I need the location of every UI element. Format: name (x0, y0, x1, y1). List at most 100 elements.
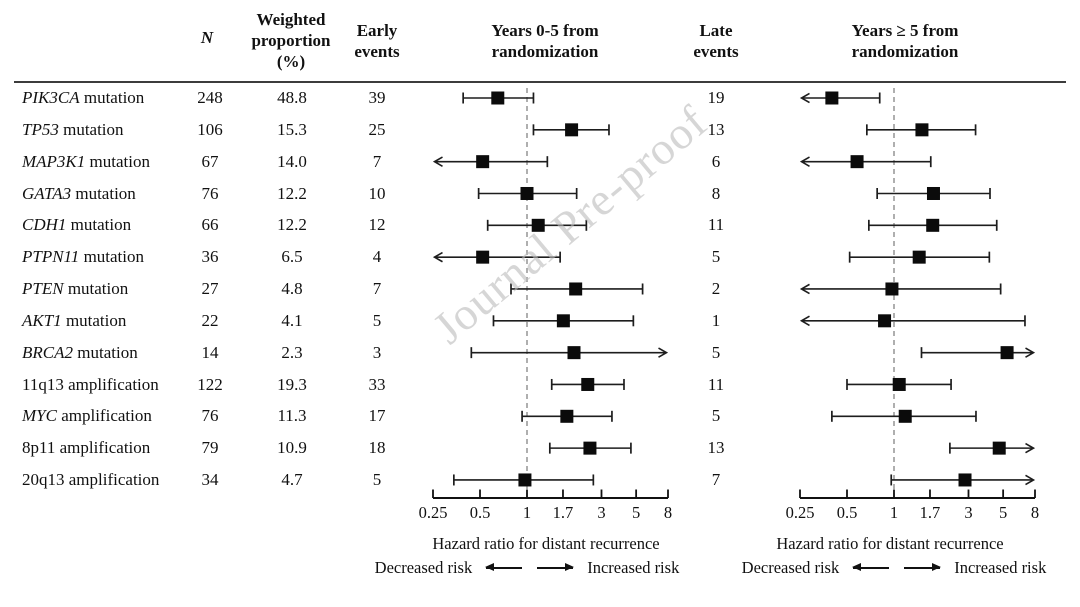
hr-point (518, 473, 532, 487)
row-label: 8p11 amplification (22, 438, 150, 458)
gene-name: GATA3 (22, 183, 72, 203)
early-events-value: 7 (372, 151, 382, 171)
early-events-value: 4 (372, 247, 382, 267)
alteration-type: mutation (79, 247, 145, 267)
alteration-type: mutation (85, 151, 150, 171)
row-label: 20q13 amplification (22, 470, 159, 490)
row-label: TP53 mutation (22, 120, 124, 140)
late-events-value: 7 (711, 470, 721, 489)
ci-arrowhead-left-icon (799, 283, 810, 295)
weighted-proportion-value: 2.3 (281, 342, 303, 362)
increased-risk-arrow-icon (903, 562, 942, 574)
weighted-proportion-value: 12.2 (277, 215, 307, 235)
n-value: 14 (201, 342, 219, 362)
forest-plot-late: 0.25 0.5 1 1.7 3 5 8 (786, 88, 1039, 522)
row-label: CDH1 mutation (22, 215, 131, 235)
ci-arrowhead-left-icon (432, 156, 443, 167)
early-events-value: 12 (368, 215, 386, 235)
late-events-value: 5 (711, 406, 721, 426)
row-label: MYC amplification (22, 406, 152, 426)
alteration-type: mutation (58, 119, 124, 139)
axis-tick-label: 3 (597, 503, 605, 522)
gene-name: 20q13 (22, 470, 65, 489)
axis-tick-label: 3 (964, 503, 972, 522)
axis-tick-label: 0.25 (419, 503, 448, 522)
early-events-value: 17 (368, 406, 386, 426)
weighted-proportion-value: 4.8 (281, 279, 303, 298)
axis-tick-label: 0.5 (837, 503, 858, 522)
late-events-value: 13 (707, 119, 725, 139)
late-events-value: 2 (711, 279, 721, 298)
weighted-proportion-value: 12.2 (277, 183, 307, 203)
late-events-value: 6 (711, 151, 721, 171)
alteration-type: amplification (56, 406, 152, 426)
axis-tick-label: 0.5 (470, 503, 491, 522)
decreased-risk-label: Decreased risk (374, 558, 473, 577)
hr-point (915, 123, 929, 137)
plot-title-late: Years ≥ 5 from randomization (851, 21, 959, 61)
hr-point (885, 282, 899, 296)
hr-point (926, 186, 940, 200)
early-events-value: 39 (368, 88, 386, 107)
alteration-type: mutation (73, 342, 138, 362)
n-value: 79 (201, 438, 219, 458)
weighted-proportion-value: 48.8 (277, 88, 307, 107)
n-value: 67 (201, 151, 219, 171)
alteration-type: mutation (66, 215, 132, 235)
hr-point (581, 377, 595, 391)
hr-point (912, 250, 926, 264)
early-events-value: 10 (368, 183, 386, 203)
late-events-value: 11 (707, 215, 725, 235)
late-events-value: 11 (707, 374, 725, 394)
ci-arrowhead-right-icon (1025, 442, 1036, 454)
alteration-type: mutation (61, 310, 127, 330)
gene-name: PIK3CA (22, 88, 80, 107)
hr-point (531, 218, 545, 232)
weighted-proportion-value: 11.3 (277, 406, 307, 426)
increased-risk-arrow-icon (536, 562, 575, 574)
late-events-value: 13 (707, 438, 725, 458)
weighted-proportion-value: 10.9 (277, 438, 307, 458)
ci-arrowhead-left-icon (799, 156, 810, 167)
alteration-type: mutation (79, 88, 145, 107)
decreased-risk-arrow-icon (852, 562, 890, 574)
alteration-type: amplification (63, 374, 159, 394)
n-value: 248 (197, 88, 223, 107)
hr-point (958, 473, 972, 487)
weighted-proportion-value: 19.3 (277, 374, 307, 394)
gene-name: PTEN (22, 279, 64, 298)
axis-tick-label: 1 (523, 503, 531, 522)
axis-tick-label: 1.7 (920, 503, 941, 522)
hr-point (560, 409, 574, 423)
row-label: PIK3CA mutation (22, 88, 144, 108)
early-events-value: 7 (372, 279, 382, 298)
gene-name: TP53 (22, 119, 59, 139)
axis-tick-label: 1 (890, 503, 898, 522)
alteration-type: amplification (64, 470, 160, 489)
axis-tick-label: 5 (632, 503, 640, 522)
row-label: BRCA2 mutation (22, 343, 138, 363)
hr-point (556, 314, 570, 328)
weighted-proportion-value: 15.3 (277, 119, 307, 139)
column-header-n: N (200, 28, 214, 47)
hr-point (878, 314, 892, 328)
early-events-value: 25 (368, 119, 386, 139)
early-events-value: 18 (368, 438, 386, 458)
ci-arrowhead-right-icon (1025, 474, 1036, 486)
gene-name: 8p11 (22, 438, 56, 458)
hr-point (476, 250, 490, 264)
ci-arrowhead-left-icon (799, 315, 810, 327)
x-axis-label-late: Hazard ratio for distant recurrence (776, 534, 1004, 553)
hr-point (926, 218, 940, 232)
n-value: 122 (197, 374, 223, 394)
late-events-value: 19 (707, 88, 725, 107)
n-value: 76 (201, 406, 219, 426)
hr-point (520, 186, 534, 200)
row-label: GATA3 mutation (22, 184, 136, 204)
early-events-value: 5 (372, 470, 382, 489)
risk-legend-early: Decreased risk Increased risk (354, 558, 700, 578)
hr-point (565, 123, 579, 137)
hr-point (491, 91, 505, 105)
early-events-value: 3 (372, 342, 382, 362)
